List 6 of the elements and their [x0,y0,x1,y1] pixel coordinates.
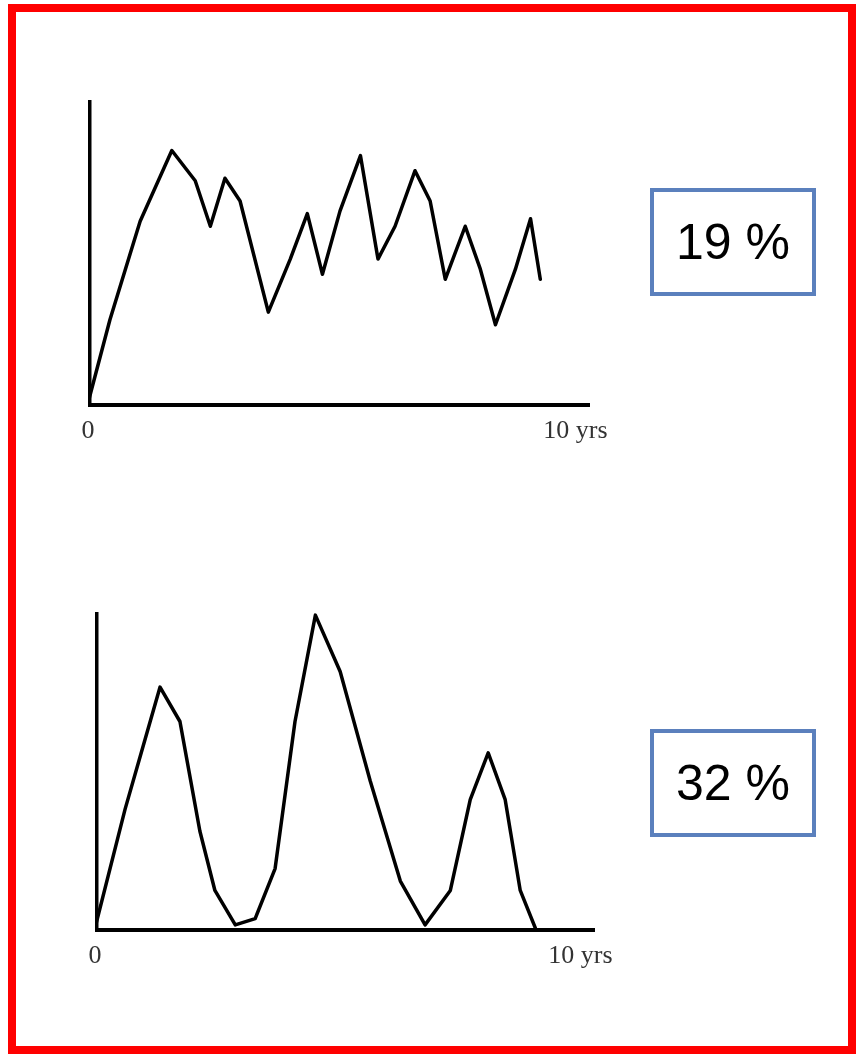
text: 32 % [676,755,790,811]
x-tick-label: 0 [88,940,102,970]
x-tick-label: 0 [81,415,95,445]
x-tick-label: 10 yrs [548,940,613,970]
text: 19 % [676,214,790,270]
x-tick-label: 10 yrs [543,415,608,445]
